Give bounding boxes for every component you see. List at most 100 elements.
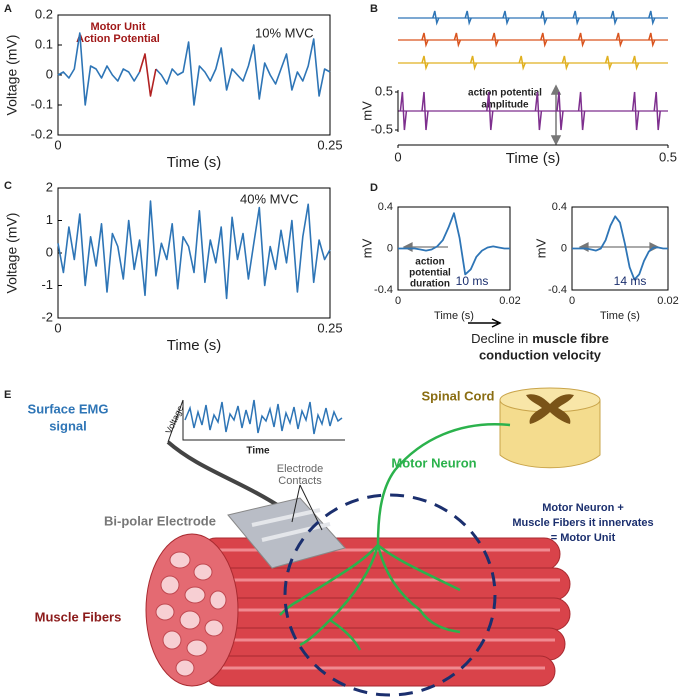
muscle bbox=[145, 533, 571, 687]
cell bbox=[160, 575, 180, 595]
x-tick-label: 0 bbox=[569, 295, 575, 307]
spike bbox=[577, 32, 586, 48]
trace bbox=[57, 32, 331, 106]
label: Time bbox=[246, 446, 270, 457]
annotation: action bbox=[415, 257, 444, 268]
arrow-head bbox=[550, 84, 562, 146]
annotation: amplitude bbox=[481, 100, 529, 111]
fiber bbox=[204, 655, 556, 687]
y-tick-label: -0.2 bbox=[31, 126, 53, 141]
spike bbox=[421, 32, 429, 48]
y-tick-label: 0 bbox=[561, 242, 567, 254]
cell bbox=[162, 630, 182, 650]
x-tick-label: 0 bbox=[54, 320, 61, 335]
label: Spinal Cord bbox=[422, 388, 495, 403]
condition: 10% MVC bbox=[255, 25, 314, 40]
emg-axes bbox=[167, 399, 345, 443]
label: Electrode bbox=[277, 463, 323, 475]
illustration bbox=[145, 387, 601, 697]
branches bbox=[279, 544, 461, 651]
y-tick-label: -1 bbox=[41, 277, 53, 292]
x-axis-label: Time (s) bbox=[167, 154, 221, 171]
x-tick-label: 0.5 bbox=[659, 149, 677, 164]
cell bbox=[186, 639, 208, 657]
trace bbox=[572, 215, 668, 281]
panel-letter: D bbox=[370, 182, 378, 194]
grey-matter bbox=[526, 394, 574, 424]
spike bbox=[469, 55, 478, 71]
caption-bold: muscle fibre bbox=[532, 331, 609, 346]
cable bbox=[166, 440, 287, 512]
y-axis-label: mV bbox=[533, 238, 548, 258]
spike bbox=[534, 91, 543, 131]
y-tick-label: 0 bbox=[387, 242, 393, 254]
annotation: action potential bbox=[468, 88, 542, 99]
label: signal bbox=[49, 418, 87, 433]
annotation: Action Potential bbox=[76, 33, 160, 45]
y-tick-label: 1 bbox=[46, 212, 53, 227]
arrow bbox=[468, 318, 502, 328]
trace bbox=[398, 212, 510, 276]
fiber bbox=[199, 627, 566, 661]
x-tick-label: 0.02 bbox=[499, 295, 520, 307]
x-axis-label: Time (s) bbox=[434, 310, 474, 322]
y-axis-label: mV bbox=[359, 101, 374, 121]
caption: Decline in muscle fibre bbox=[471, 331, 609, 346]
panel-letter: A bbox=[4, 3, 12, 15]
label: Voltage bbox=[164, 404, 186, 435]
y-axis-label: Voltage (mV) bbox=[4, 35, 20, 116]
x-tick-label: 0 bbox=[54, 137, 61, 152]
trace bbox=[138, 53, 157, 97]
x-tick-label: 0.02 bbox=[657, 295, 678, 307]
neuron bbox=[279, 423, 511, 651]
label: = Motor Unit bbox=[551, 532, 616, 544]
spike bbox=[631, 91, 640, 131]
spike bbox=[453, 32, 462, 48]
cell bbox=[179, 610, 201, 630]
cell bbox=[169, 551, 191, 569]
cells bbox=[155, 551, 227, 677]
panel-letter: C bbox=[4, 180, 12, 192]
spike bbox=[604, 55, 613, 71]
label: Muscle Fibers it innervates bbox=[512, 517, 653, 529]
spike bbox=[610, 10, 618, 26]
y-tick-label: -0.1 bbox=[31, 96, 53, 111]
spinal-cord bbox=[499, 387, 601, 469]
axes-frame bbox=[57, 187, 331, 319]
cell bbox=[155, 603, 175, 621]
cell bbox=[193, 563, 213, 581]
label: Muscle Fibers bbox=[35, 609, 122, 624]
x-axis-label: Time (s) bbox=[506, 150, 560, 167]
annotation: duration bbox=[410, 279, 450, 290]
spike bbox=[653, 91, 661, 131]
spike bbox=[577, 91, 586, 131]
spike bbox=[502, 10, 510, 26]
caption-text: Decline in bbox=[471, 331, 528, 346]
x-tick-label: 0 bbox=[394, 149, 401, 164]
panel-letter: E bbox=[4, 389, 11, 401]
y-tick-label: 0.4 bbox=[552, 201, 567, 213]
spike bbox=[421, 91, 429, 131]
spike bbox=[432, 10, 440, 26]
spike bbox=[631, 55, 640, 71]
y-tick-label: 0.2 bbox=[35, 6, 53, 21]
spike bbox=[421, 55, 429, 71]
y-tick-label: 0.4 bbox=[378, 201, 393, 213]
y-tick-label: 0.5 bbox=[375, 83, 393, 98]
y-tick-label: -2 bbox=[41, 309, 53, 324]
x-tick-label: 0 bbox=[395, 295, 401, 307]
spike bbox=[556, 91, 564, 131]
y-axis-label: Voltage (mV) bbox=[4, 213, 20, 294]
e-labels: Surface EMG signal Voltage Time Spinal C… bbox=[28, 388, 654, 624]
spike bbox=[561, 55, 570, 71]
label: Surface EMG bbox=[28, 401, 109, 416]
panel-letter: B bbox=[370, 3, 378, 15]
spike bbox=[572, 10, 580, 26]
spike bbox=[648, 32, 656, 48]
caption: conduction velocity bbox=[479, 347, 602, 362]
x-tick-label: 0.25 bbox=[317, 137, 342, 152]
fiber bbox=[199, 597, 571, 631]
cell bbox=[184, 586, 206, 604]
electrode bbox=[227, 484, 346, 569]
